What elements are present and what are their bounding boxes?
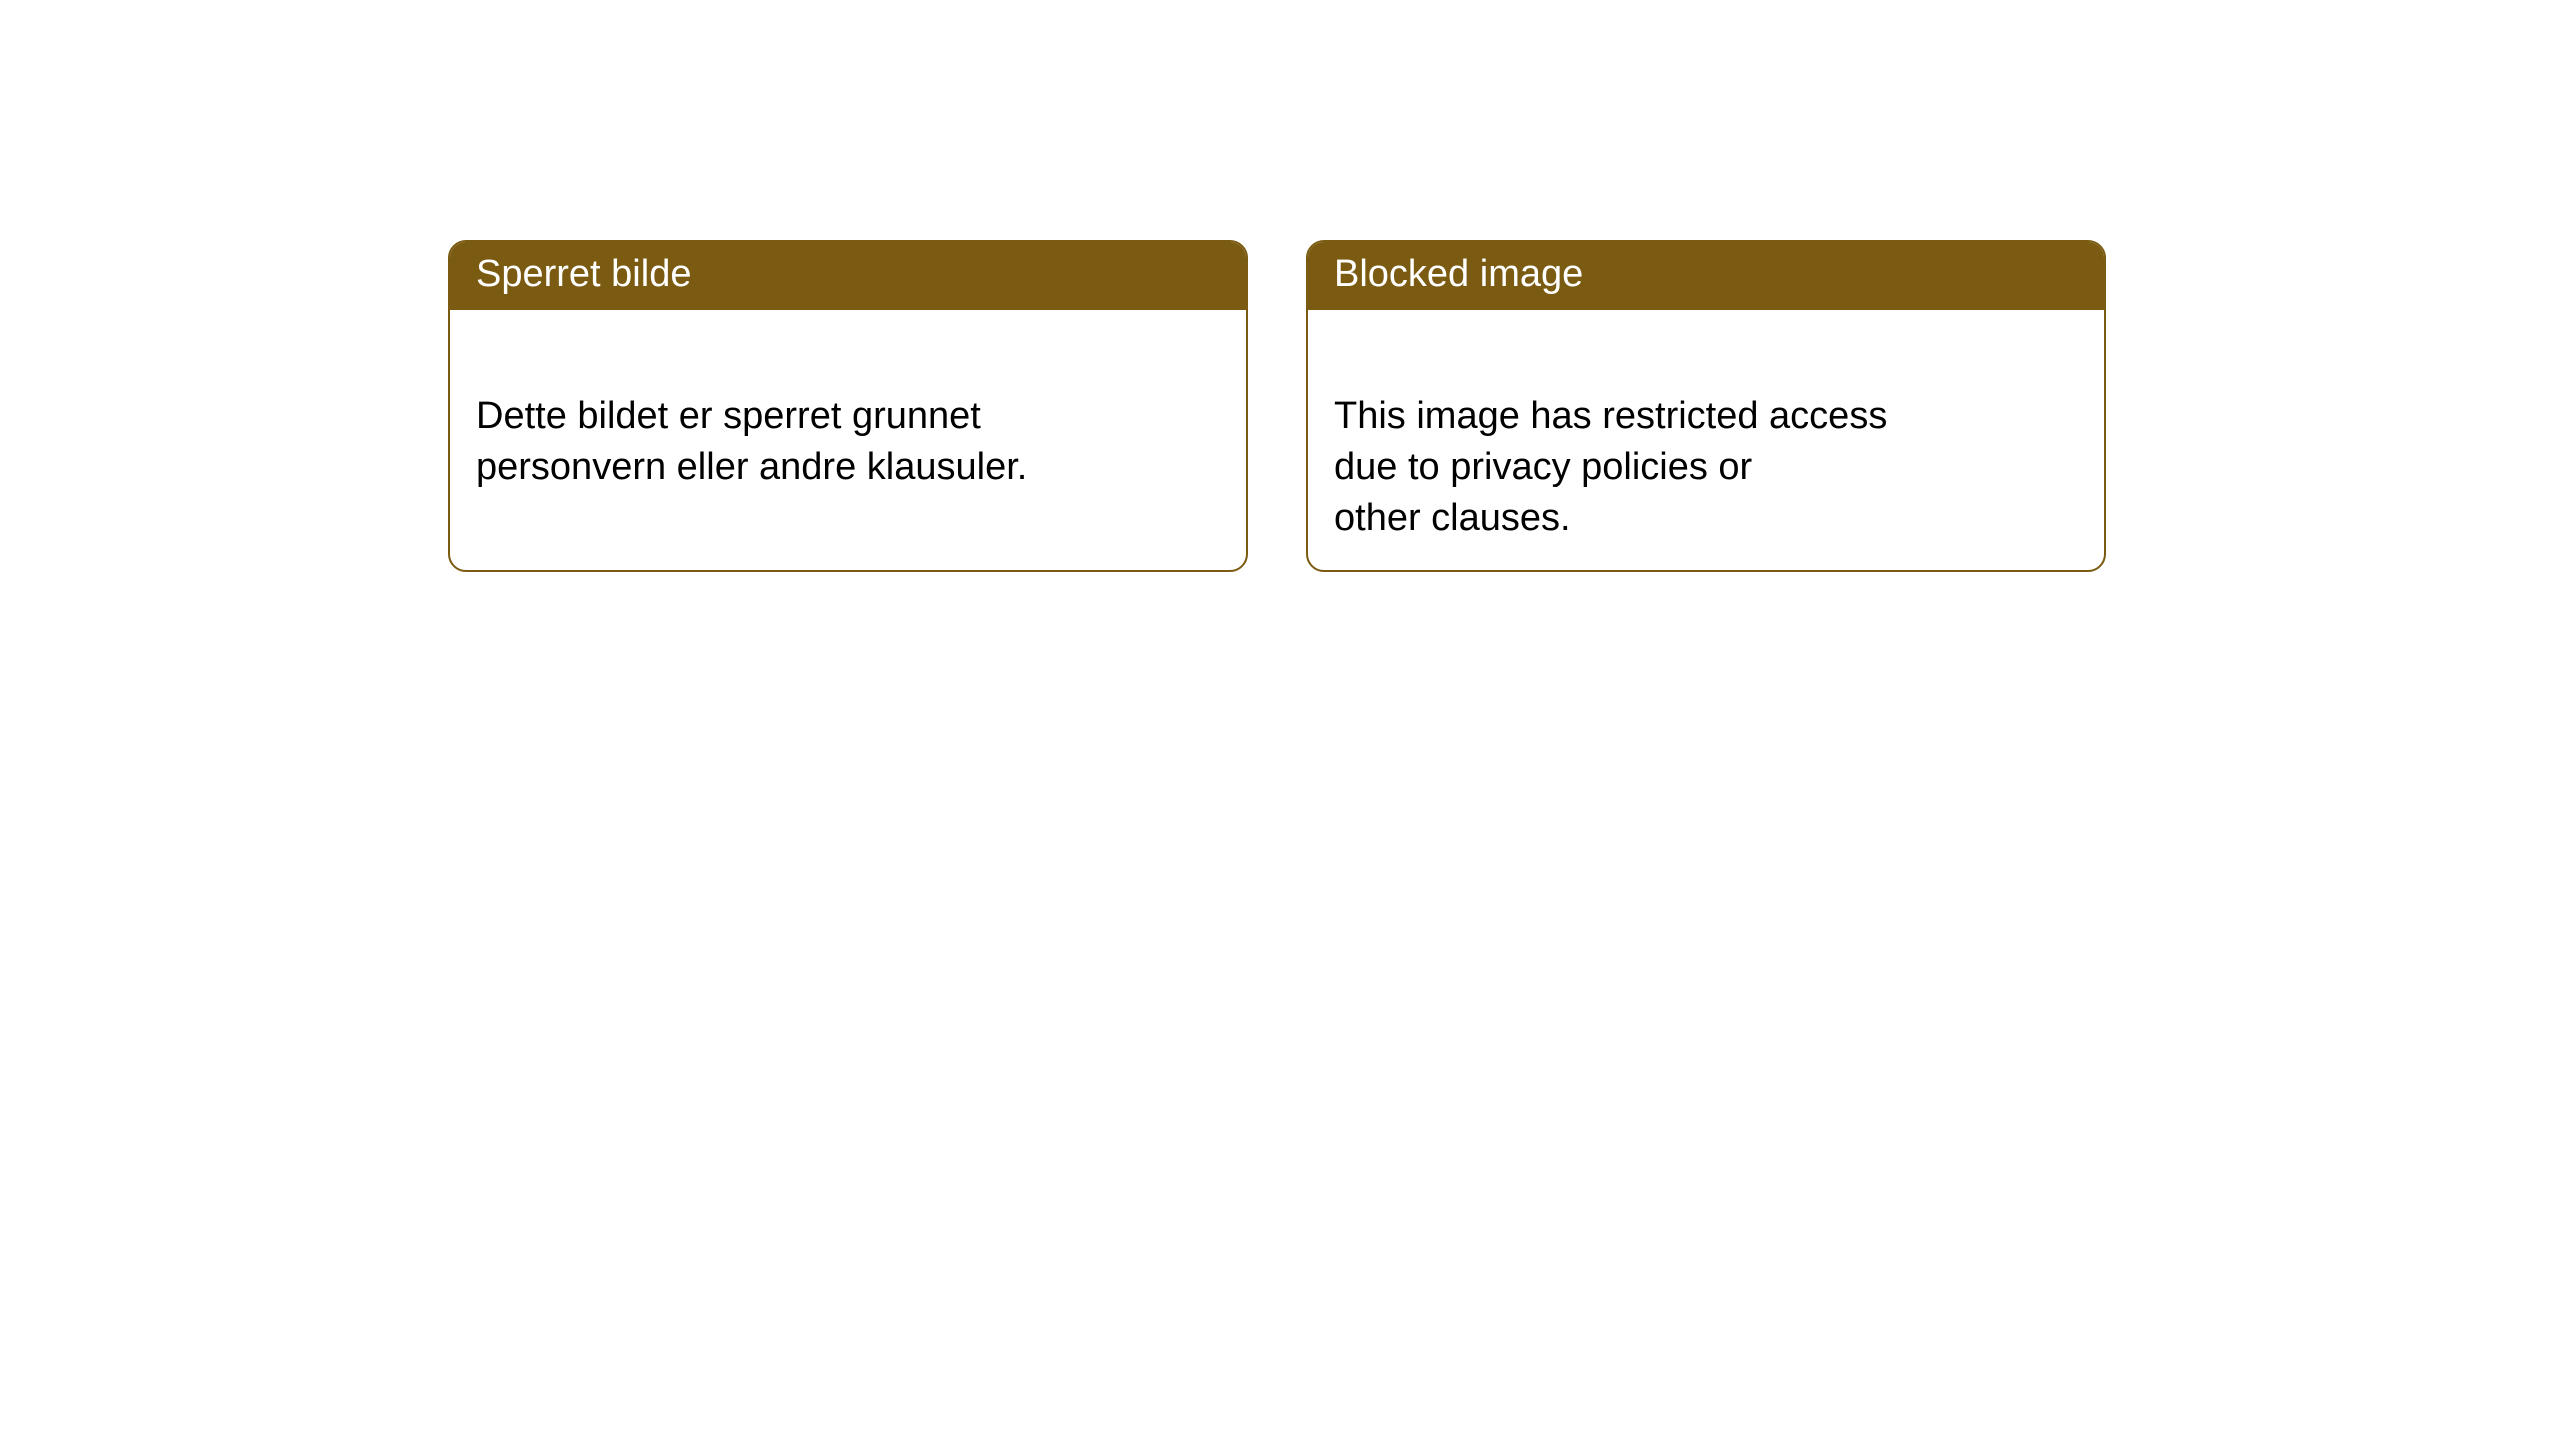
card-body: Dette bildet er sperret grunnet personve… bbox=[450, 310, 1246, 524]
card-body: This image has restricted access due to … bbox=[1308, 310, 2104, 572]
blocked-image-card-en: Blocked image This image has restricted … bbox=[1306, 240, 2106, 572]
card-title: Blocked image bbox=[1334, 253, 1583, 295]
card-header: Blocked image bbox=[1308, 242, 2104, 310]
notice-container: Sperret bilde Dette bildet er sperret gr… bbox=[448, 240, 2106, 572]
blocked-image-card-no: Sperret bilde Dette bildet er sperret gr… bbox=[448, 240, 1248, 572]
card-body-text: This image has restricted access due to … bbox=[1334, 395, 1887, 540]
card-title: Sperret bilde bbox=[476, 253, 691, 295]
card-header: Sperret bilde bbox=[450, 242, 1246, 310]
card-body-text: Dette bildet er sperret grunnet personve… bbox=[476, 395, 1027, 488]
